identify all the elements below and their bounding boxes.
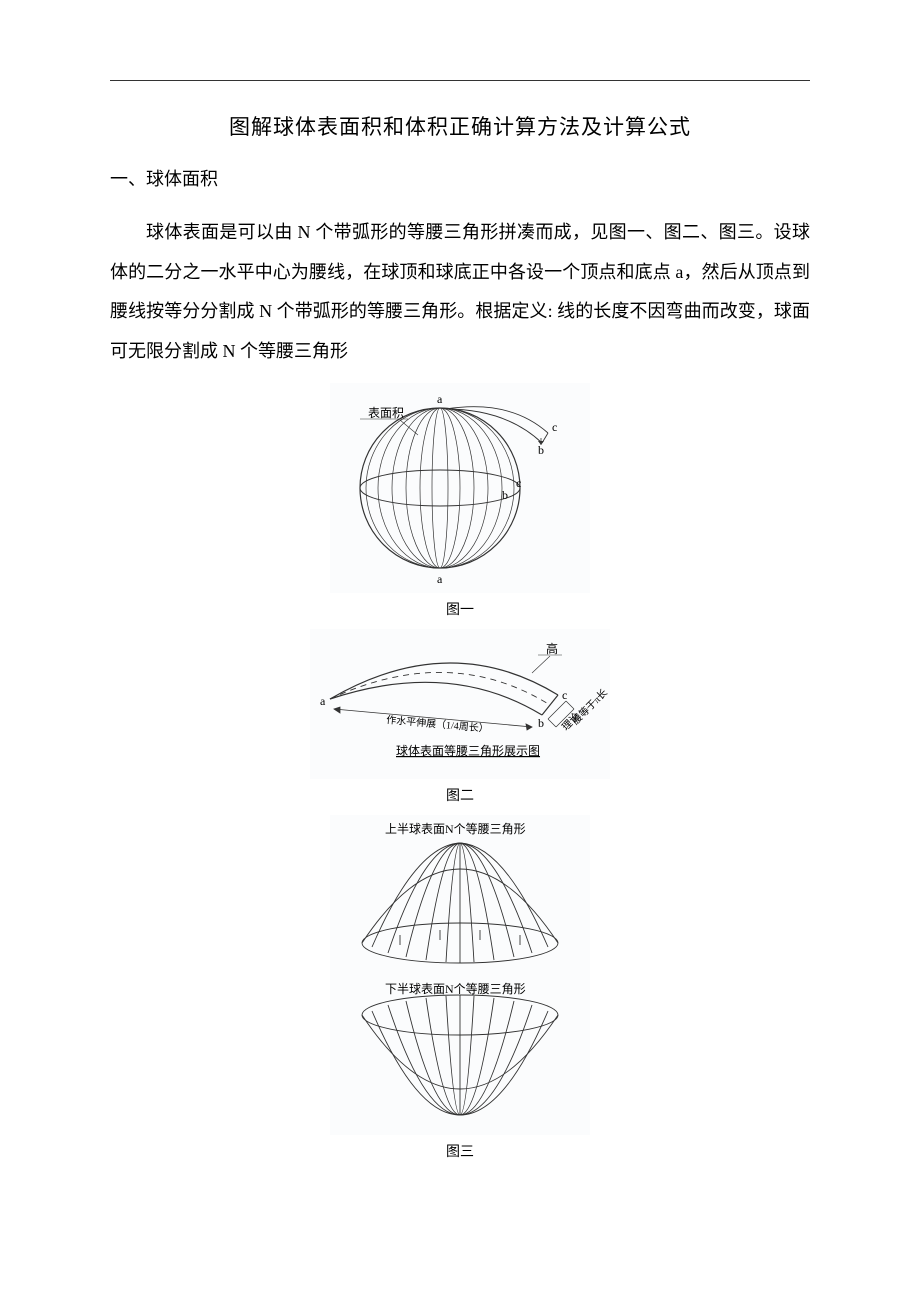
section-heading-1: 一、球体面积 <box>110 165 810 191</box>
fig3-label-upper: 上半球表面N个等腰三角形 <box>385 822 526 836</box>
fig1-label-surface: 表面积 <box>368 406 404 420</box>
figure-1-svg: 表面积 a a b c b c <box>330 383 590 593</box>
figure-3-svg: 上半球表面N个等腰三角形 <box>330 815 590 1135</box>
fig2-label-a: a <box>320 694 326 708</box>
page-title: 图解球体表面积和体积正确计算方法及计算公式 <box>110 111 810 141</box>
fig1-label-c-eq: c <box>516 476 521 490</box>
figure-1-caption: 图一 <box>110 599 810 619</box>
fig2-label-c: c <box>562 688 567 702</box>
figure-3-caption: 图三 <box>110 1141 810 1161</box>
fig2-label-footer: 球体表面等腰三角形展示图 <box>396 744 540 758</box>
fig1-label-a-bot: a <box>437 572 443 586</box>
fig2-label-b: b <box>538 716 544 730</box>
body-paragraph: 球体表面是可以由 N 个带弧形的等腰三角形拼凑而成，见图一、图二、图三。设球体的… <box>110 213 810 371</box>
fig2-label-height: 高 <box>546 641 558 656</box>
fig1-label-b-eq: b <box>502 488 508 502</box>
top-rule <box>110 80 810 81</box>
fig1-label-b-peel: b <box>538 443 544 457</box>
figure-2-svg: 高 a b c 作水平伸展（1/4周长） 理论 腰等于π长 <box>310 629 610 779</box>
figure-2-caption: 图二 <box>110 785 810 805</box>
fig3-label-lower: 下半球表面N个等腰三角形 <box>385 982 526 996</box>
fig1-label-c-peel: c <box>552 420 557 434</box>
fig1-label-a-top: a <box>437 392 443 406</box>
